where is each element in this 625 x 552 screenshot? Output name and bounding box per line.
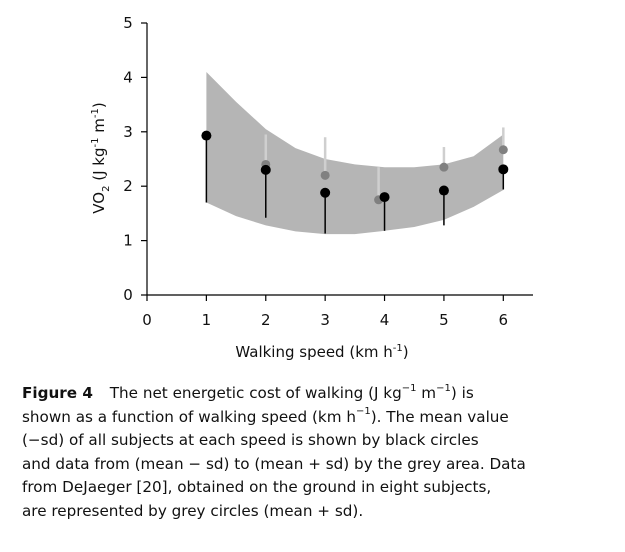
black-point bbox=[201, 130, 212, 141]
black-point bbox=[379, 192, 390, 203]
x-tick-label: 2 bbox=[261, 311, 271, 329]
x-axis-label: Walking speed (km h-1) bbox=[235, 343, 408, 361]
caption-line-1: Figure 4 The net energetic cost of walki… bbox=[22, 382, 474, 402]
figure-caption: Figure 4 The net energetic cost of walki… bbox=[22, 382, 607, 523]
black-point bbox=[498, 164, 509, 175]
plot-area bbox=[146, 23, 533, 296]
chart: 0 1 2 3 4 5 0 1 2 3 4 5 6 Walking speed (km h-1) VO2… bbox=[90, 14, 533, 361]
grey-point bbox=[439, 162, 449, 172]
y-tick-label: 1 bbox=[123, 232, 133, 250]
sd-band bbox=[206, 72, 504, 235]
x-tick-label: 0 bbox=[142, 311, 152, 329]
grey-point bbox=[498, 145, 508, 155]
x-tick-label: 1 bbox=[202, 311, 212, 329]
y-tick-label: 4 bbox=[123, 68, 133, 86]
caption-line-5: from DeJaeger [20], obtained on the grou… bbox=[22, 478, 492, 496]
caption-line-3: (−sd) of all subjects at each speed is s… bbox=[22, 431, 479, 449]
x-tick-label: 5 bbox=[439, 311, 449, 329]
y-tick-label: 2 bbox=[123, 177, 133, 195]
tick-labels: 0 1 2 3 4 5 0 1 2 3 4 5 6 bbox=[123, 14, 508, 329]
black-point bbox=[260, 164, 271, 175]
y-tick-label: 5 bbox=[123, 14, 133, 32]
black-point bbox=[320, 187, 331, 198]
grey-point bbox=[320, 170, 330, 180]
x-tick-label: 3 bbox=[320, 311, 330, 329]
y-tick-label: 0 bbox=[123, 286, 133, 304]
caption-line-2: shown as a function of walking speed (km… bbox=[22, 406, 509, 426]
black-point bbox=[438, 185, 449, 196]
x-tick-label: 6 bbox=[499, 311, 509, 329]
caption-line-4: and data from (mean − sd) to (mean + sd)… bbox=[22, 454, 526, 473]
caption-label: Figure 4 bbox=[22, 384, 93, 402]
y-axis-label: VO2 (J kg-1 m-1) bbox=[90, 102, 112, 213]
x-tick-label: 4 bbox=[380, 311, 390, 329]
y-tick-label: 3 bbox=[123, 123, 133, 141]
caption-line-6: are represented by grey circles (mean + … bbox=[22, 501, 364, 520]
